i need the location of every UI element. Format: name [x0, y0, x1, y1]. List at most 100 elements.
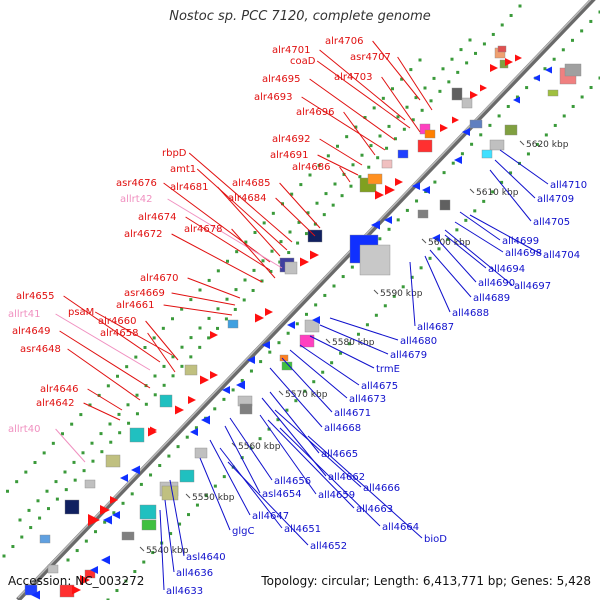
tick-dot	[181, 346, 184, 349]
gene-label-forward: alr4692	[272, 134, 310, 145]
tick-dot	[136, 394, 139, 397]
tick-dot	[217, 269, 220, 272]
gene-arrow	[515, 55, 522, 62]
gene-arrow	[385, 185, 395, 195]
gene-label-reverse: all4636	[176, 568, 213, 579]
tick-dot	[345, 135, 348, 138]
leader-line	[188, 278, 240, 298]
tick-dot	[272, 212, 275, 215]
gene-label-reverse: all4698	[505, 248, 542, 259]
tick-dot	[447, 80, 450, 83]
tick-dot	[118, 413, 121, 416]
gene-label-forward: alr4670	[140, 273, 178, 284]
tick-dot	[488, 124, 491, 127]
gene-label-forward: alr4685	[232, 178, 270, 189]
tick-dot	[94, 530, 97, 533]
tick-dot	[172, 374, 175, 377]
tick-dot	[451, 58, 454, 61]
gene-label-forward: alr4646	[40, 384, 78, 395]
tick-dot	[133, 570, 136, 573]
tick-dot	[189, 298, 192, 301]
gene-box	[40, 535, 50, 543]
tick-dot	[47, 507, 50, 510]
tick-dot	[316, 202, 319, 205]
tick-dot	[367, 166, 370, 169]
leader-line	[373, 41, 420, 100]
tick-dot	[299, 183, 302, 186]
tick-dot	[115, 589, 118, 592]
tick-dot	[545, 133, 548, 136]
tick-dot	[216, 327, 219, 330]
tick-dot	[232, 388, 235, 391]
gene-arrow	[175, 406, 184, 415]
gene-label-forward: alr4672	[124, 229, 162, 240]
tick-dot	[305, 232, 308, 235]
gene-box	[180, 470, 194, 482]
gene-box	[490, 140, 504, 150]
tick-dot	[378, 237, 381, 240]
tick-dot	[572, 105, 575, 108]
gene-label-reverse: all4673	[349, 394, 386, 405]
gene-label-reverse: all4705	[533, 217, 570, 228]
tick-dot	[305, 313, 308, 316]
gene-label-reverse: all4680	[400, 336, 437, 347]
tick-dot	[43, 451, 46, 454]
gene-box	[85, 480, 95, 488]
gene-arrow	[200, 376, 209, 385]
leader-line	[344, 112, 375, 155]
tick-dot	[452, 162, 455, 165]
tick-dot	[127, 422, 130, 425]
tick-dot	[140, 483, 143, 486]
gene-label-forward: alr4660	[98, 316, 136, 327]
tick-dot	[342, 275, 345, 278]
gene-box	[106, 455, 120, 467]
tick-dot	[154, 375, 157, 378]
tick-dot	[406, 106, 409, 109]
tick-dot	[199, 289, 202, 292]
gene-label-forward: allrt42	[120, 194, 152, 205]
gene-label-forward: alr4649	[12, 326, 50, 337]
gene-arrow	[210, 331, 218, 339]
gene-arrow	[120, 474, 128, 482]
tick-dot	[29, 526, 32, 529]
gene-label-forward: allrt40	[8, 424, 40, 435]
leader-line	[398, 57, 432, 110]
tick-dot	[190, 336, 193, 339]
gene-label-forward: coaD	[290, 56, 316, 67]
kbp-tick-mark	[326, 339, 330, 343]
genome-summary-text: Topology: circular; Length: 6,413,771 bp…	[261, 574, 591, 588]
gene-box	[452, 88, 462, 100]
tick-dot	[73, 461, 76, 464]
tick-dot	[424, 87, 427, 90]
tick-dot	[262, 259, 265, 262]
tick-dot	[163, 365, 166, 368]
gene-label-reverse: asl4654	[262, 489, 302, 500]
tick-dot	[85, 540, 88, 543]
tick-dot	[158, 464, 161, 467]
gene-label-reverse: all4699	[502, 236, 539, 247]
tick-dot	[207, 336, 210, 339]
leader-line	[165, 500, 174, 572]
tick-dot	[332, 204, 335, 207]
leader-line	[460, 212, 500, 240]
tick-dot	[379, 135, 382, 138]
gene-box	[398, 150, 408, 158]
leader-line	[320, 325, 388, 354]
gene-arrow	[188, 396, 196, 404]
tick-dot	[289, 231, 292, 234]
tick-dot	[125, 365, 128, 368]
gene-box	[140, 505, 156, 519]
gene-arrow	[395, 178, 403, 186]
kbp-tick-mark	[186, 494, 190, 498]
tick-dot	[109, 423, 112, 426]
gene-arrow	[101, 556, 110, 565]
tick-dot	[421, 109, 424, 112]
tick-dot	[370, 144, 373, 147]
leader-line	[172, 234, 262, 282]
gene-label-reverse: all4663	[356, 504, 393, 515]
tick-dot	[37, 499, 40, 502]
leader-line	[282, 358, 332, 412]
tick-dot	[223, 475, 226, 478]
tick-dot	[456, 71, 459, 74]
